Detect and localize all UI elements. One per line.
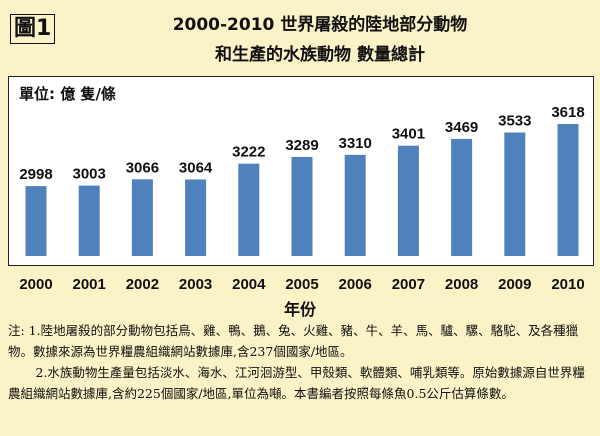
bar-2001 (78, 185, 100, 256)
footnote-1: 注: 1.陸地屠殺的部分動物包括鳥、雞、鴨、鵝、兔、火雞、豬、牛、羊、馬、驢、騾… (8, 323, 579, 359)
data-label-2007: 3401 (392, 126, 425, 143)
bar-2000 (25, 186, 47, 256)
bar-2003 (185, 179, 207, 256)
data-label-2003: 3064 (179, 159, 213, 176)
bar-2002 (131, 179, 153, 256)
data-label-2000: 2998 (19, 166, 52, 183)
data-label-2009: 3533 (498, 113, 531, 130)
bar-2010 (557, 124, 579, 256)
bar-2008 (451, 138, 473, 256)
data-label-2002: 3066 (126, 159, 159, 176)
x-tick-2009: 2009 (498, 276, 531, 293)
bar-2004 (238, 163, 260, 256)
bar-2005 (291, 156, 313, 256)
x-tick-2003: 2003 (179, 276, 212, 293)
x-tick-2008: 2008 (445, 276, 478, 293)
bar-2009 (504, 132, 526, 256)
bar-2007 (397, 145, 419, 256)
footnote-2: 2.水族動物生產量包括淡水、海水、江河洄游型、甲殼類、軟體類、哺乳類等。原始數據… (8, 365, 585, 401)
data-label-2008: 3469 (445, 119, 478, 136)
bar-chart: 2998 2000 3003 2001 3066 2002 3064 2003 3222 2004… (19, 104, 584, 293)
bar-2006 (344, 154, 366, 256)
x-tick-2010: 2010 (551, 276, 584, 293)
x-tick-2000: 2000 (19, 276, 52, 293)
chart-title-line-1: 2000-2010 世界屠殺的陸地部分動物 (172, 15, 468, 35)
x-tick-2001: 2001 (73, 276, 106, 293)
x-axis-label: 年份 (283, 300, 316, 319)
chart-title-line-2: 和生產的水族動物 數量總計 (215, 45, 425, 65)
x-tick-2007: 2007 (392, 276, 425, 293)
x-tick-2005: 2005 (285, 276, 318, 293)
footnotes: 注: 1.陸地屠殺的部分動物包括鳥、雞、鴨、鵝、兔、火雞、豬、牛、羊、馬、驢、騾… (8, 320, 594, 404)
x-tick-2002: 2002 (126, 276, 159, 293)
data-label-2001: 3003 (73, 166, 106, 183)
data-label-2006: 3310 (339, 135, 372, 152)
data-label-2010: 3618 (551, 104, 584, 121)
x-tick-2004: 2004 (232, 276, 266, 293)
unit-label: 單位: 億 隻/條 (19, 85, 116, 103)
data-label-2005: 3289 (285, 137, 318, 154)
data-label-2004: 3222 (232, 144, 265, 161)
figure-label: 圖1 (10, 14, 56, 44)
x-tick-2006: 2006 (339, 276, 372, 293)
